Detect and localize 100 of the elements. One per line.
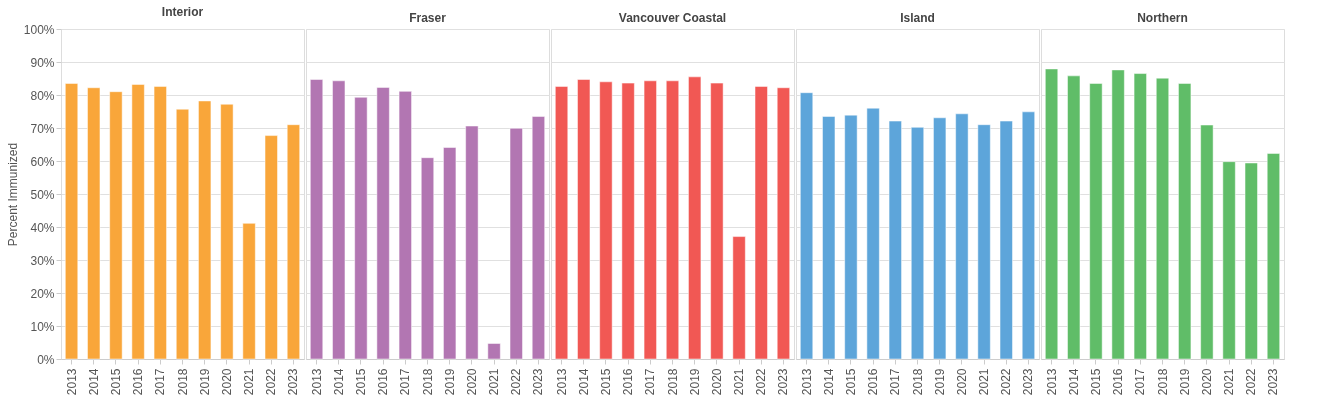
bar: [1222, 161, 1236, 360]
y-tick-label: 90%: [30, 55, 55, 70]
bar: [977, 124, 991, 360]
bar: [577, 79, 591, 360]
bar: [1133, 73, 1147, 360]
x-tick-label: 2021: [1222, 368, 1237, 396]
bar: [888, 120, 902, 360]
bar: [509, 128, 523, 360]
x-tick-label: 2014: [331, 368, 346, 396]
x-tick-label: 2020: [219, 368, 234, 396]
bar: [666, 80, 679, 360]
bar: [710, 82, 724, 360]
bar: [354, 97, 368, 360]
bar: [398, 91, 412, 360]
y-tick-label: 10%: [30, 319, 55, 334]
y-axis-title: Percent Immunized: [5, 142, 20, 247]
y-tick-label: 0%: [37, 352, 55, 367]
x-tick-label: 2013: [1044, 368, 1059, 396]
bar: [421, 157, 434, 360]
chart-title: Northern: [1137, 11, 1188, 25]
bar: [1021, 111, 1035, 360]
bar: [1111, 69, 1125, 360]
x-tick-label: 2022: [509, 368, 524, 396]
bar: [176, 108, 189, 360]
x-tick-label: 2017: [1133, 368, 1148, 396]
bar: [531, 116, 545, 360]
x-tick-label: 2023: [286, 368, 301, 396]
x-tick-label: 2021: [977, 368, 992, 396]
bar: [866, 107, 880, 360]
x-tick-label: 2023: [1021, 368, 1036, 396]
x-tick-label: 2014: [86, 368, 101, 396]
bar: [264, 135, 278, 360]
x-tick-label: 2021: [732, 368, 747, 396]
bar: [555, 86, 569, 360]
chart-title: Vancouver Coastal: [618, 11, 727, 25]
x-tick-label: 2020: [1199, 368, 1214, 396]
bar: [621, 82, 635, 360]
x-tick-label: 2018: [420, 368, 435, 396]
x-tick-label: 2013: [799, 368, 814, 396]
bar: [688, 76, 702, 360]
y-tick-label: 60%: [30, 154, 55, 169]
x-tick-label: 2021: [242, 368, 257, 396]
bar: [465, 125, 479, 360]
y-tick-label: 70%: [30, 121, 55, 136]
x-tick-label: 2015: [1088, 368, 1103, 396]
bar: [955, 113, 969, 360]
bar: [1156, 77, 1169, 360]
bar: [599, 81, 613, 360]
x-tick-label: 2016: [131, 368, 146, 396]
x-tick-label: 2020: [709, 368, 724, 396]
bar: [844, 114, 858, 360]
bar: [1244, 162, 1258, 360]
y-tick-label: 30%: [30, 253, 55, 268]
bar: [87, 87, 101, 360]
y-tick-label: 100%: [23, 22, 55, 37]
bar: [643, 80, 657, 360]
bar: [776, 87, 790, 360]
bar: [131, 84, 145, 360]
x-tick-label: 2022: [264, 368, 279, 396]
x-tick-label: 2017: [643, 368, 658, 396]
x-tick-label: 2013: [554, 368, 569, 396]
x-tick-label: 2019: [687, 368, 702, 396]
y-tick-label: 40%: [30, 220, 55, 235]
x-tick-label: 2017: [398, 368, 413, 396]
bar: [109, 91, 123, 360]
bar: [1045, 68, 1059, 360]
x-tick-label: 2018: [665, 368, 680, 396]
bar: [1089, 83, 1103, 360]
x-tick-label: 2018: [1155, 368, 1170, 396]
x-tick-label: 2018: [910, 368, 925, 396]
x-tick-label: 2014: [576, 368, 591, 396]
x-tick-label: 2017: [153, 368, 168, 396]
bar: [487, 343, 501, 360]
bar: [198, 100, 212, 360]
bar: [933, 117, 947, 360]
bar: [443, 147, 457, 360]
bar: [310, 79, 324, 360]
bar: [1200, 124, 1214, 360]
chart-title: Island: [900, 11, 935, 25]
bar: [153, 86, 167, 360]
bar: [822, 116, 836, 360]
x-tick-label: 2015: [353, 368, 368, 396]
bar: [999, 120, 1013, 360]
bar: [332, 80, 346, 360]
bar: [800, 92, 814, 360]
x-tick-label: 2016: [866, 368, 881, 396]
x-tick-label: 2023: [531, 368, 546, 396]
bar: [65, 83, 79, 360]
x-tick-label: 2013: [64, 368, 79, 396]
bar: [242, 223, 256, 360]
y-tick-label: 80%: [30, 88, 55, 103]
x-tick-label: 2015: [843, 368, 858, 396]
x-tick-label: 2019: [442, 368, 457, 396]
x-tick-label: 2020: [464, 368, 479, 396]
y-tick-label: 50%: [30, 187, 55, 202]
x-tick-label: 2022: [1244, 368, 1259, 396]
x-tick-label: 2022: [754, 368, 769, 396]
x-tick-label: 2016: [376, 368, 391, 396]
bar: [754, 86, 768, 360]
x-tick-label: 2023: [776, 368, 791, 396]
